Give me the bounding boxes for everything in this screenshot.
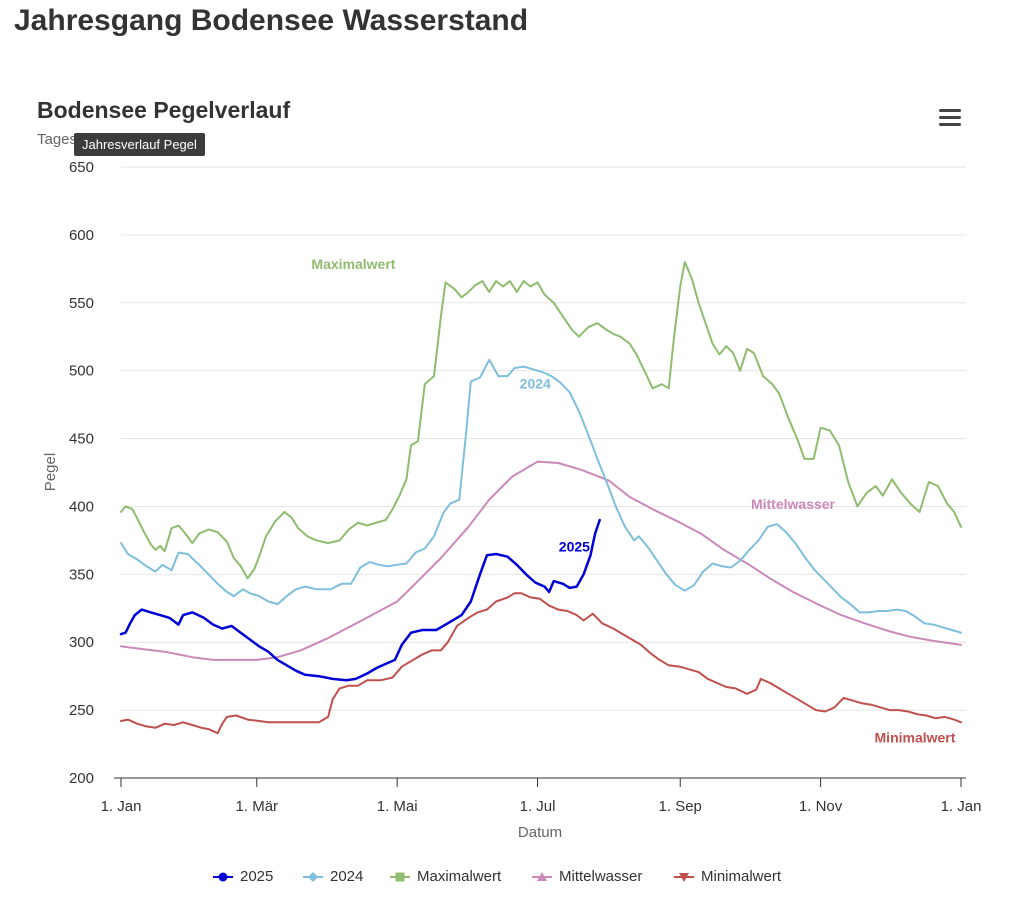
y-tick-label: 300 [69,634,94,651]
legend-item-max[interactable]: Maximalwert [390,866,530,888]
y-tick-label: 450 [69,431,94,448]
legend-item-mean[interactable]: Mittelwasser [532,866,672,888]
series-label-2025: 2025 [559,538,590,554]
x-axis-title: Datum [518,824,562,841]
legend-marker-icon [213,872,233,882]
hamburger-menu-icon [939,109,961,112]
legend-label: 2024 [330,868,364,885]
series-label-max: Maximalwert [311,256,395,272]
legend-label: 2025 [240,868,274,885]
legend-marker-icon [390,872,410,882]
y-tick-label: 500 [69,363,94,380]
series-line-2024 [120,358,962,634]
y-tick-label: 600 [69,227,94,244]
x-tick-label: 1. Jan [101,798,142,815]
y-tick-label: 650 [69,159,94,176]
tooltip: Jahresverlauf Pegel [74,133,205,156]
legend-item-2024[interactable]: 2024 [303,866,443,888]
y-tick-label: 400 [69,498,94,515]
legend-marker-icon [303,872,323,882]
x-tick-label: 1. Mär [236,798,279,815]
y-axis-title: Pegel [42,453,59,491]
x-tick-label: 1. Jul [520,798,556,815]
series-line-min [120,592,962,735]
hamburger-menu-icon [939,123,961,126]
series-line-2025 [119,518,601,682]
chart-legend: 2025 2024 Maximalwert Mittelwasser Minimalwe… [0,866,1024,888]
legend-item-min[interactable]: Minimalwert [674,866,814,888]
series-label-min: Minimalwert [875,730,956,746]
series-label-2024: 2024 [520,375,551,391]
y-tick-label: 250 [69,702,94,719]
y-tick-label: 550 [69,295,94,312]
legend-label: Minimalwert [701,868,782,885]
x-tick-label: 1. Mai [377,798,418,815]
y-tick-label: 200 [69,770,94,787]
legend-marker-icon [674,873,694,882]
y-tick-label: 350 [69,566,94,583]
chart-menu-button[interactable] [934,104,966,132]
series-line-max [120,261,962,580]
x-tick-label: 1. Nov [799,798,843,815]
series-line-mean [120,460,962,661]
x-tick-label: 1. Sep [659,798,702,815]
legend-label: Mittelwasser [559,868,643,885]
legend-marker-icon [532,872,552,881]
x-tick-label: 1. Jan [941,798,982,815]
series-label-mean: Mittelwasser [751,496,836,512]
chart-title: Bodensee Pegelverlauf [37,97,291,123]
legend-item-2025[interactable]: 2025 [213,866,353,888]
hamburger-menu-icon [939,116,961,119]
page-title: Jahresgang Bodensee Wasserstand [14,4,529,37]
legend-label: Maximalwert [417,868,502,885]
